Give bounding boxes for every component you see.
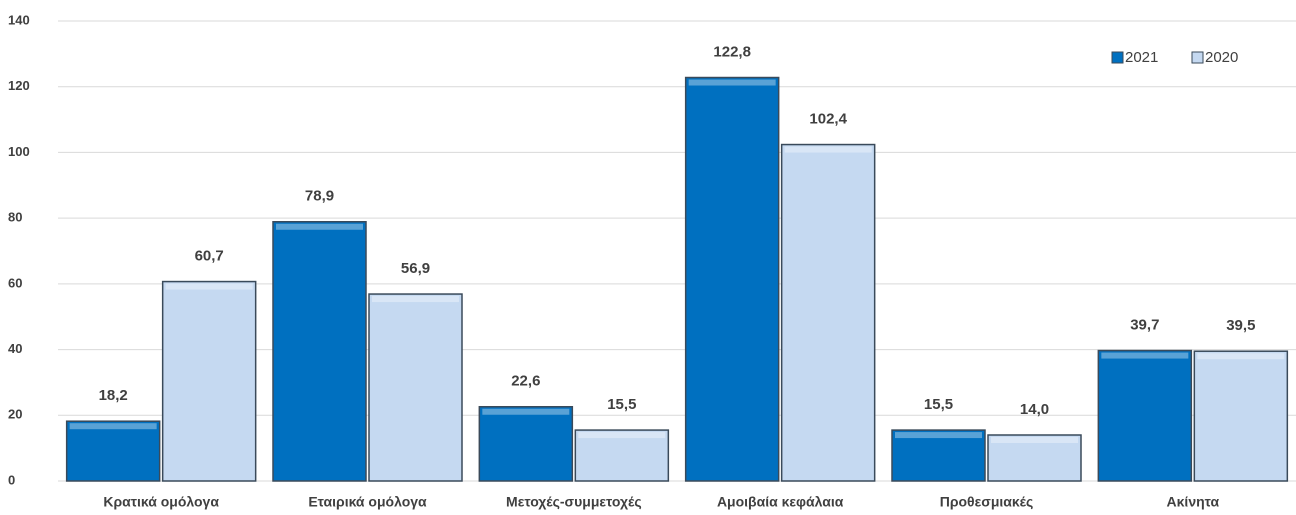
bar bbox=[574, 429, 670, 482]
bar bbox=[684, 76, 780, 482]
bar bbox=[65, 420, 161, 482]
bar-bevel bbox=[1197, 353, 1285, 360]
bar-bevel bbox=[165, 283, 253, 290]
bar bbox=[478, 405, 574, 482]
y-tick-label: 140 bbox=[8, 12, 30, 27]
bar-bevel bbox=[895, 432, 982, 439]
bar bbox=[272, 221, 367, 482]
bar bbox=[1097, 349, 1193, 482]
value-label: 15,5 bbox=[607, 396, 636, 413]
value-label: 39,5 bbox=[1226, 317, 1255, 334]
y-tick-label: 120 bbox=[8, 78, 30, 93]
legend-label: 2020 bbox=[1205, 49, 1238, 66]
value-label: 122,8 bbox=[713, 43, 751, 60]
x-tick-label: Μετοχές-συμμετοχές bbox=[506, 494, 642, 510]
value-label: 15,5 bbox=[924, 396, 953, 413]
bar bbox=[891, 429, 986, 482]
bar bbox=[1193, 350, 1289, 482]
value-label: 39,7 bbox=[1130, 317, 1159, 334]
y-tick-label: 60 bbox=[8, 275, 22, 290]
value-label: 78,9 bbox=[305, 188, 334, 205]
legend-swatch bbox=[1111, 51, 1124, 64]
value-label: 102,4 bbox=[809, 111, 847, 128]
bar-bevel bbox=[276, 223, 363, 230]
y-tick-label: 80 bbox=[8, 210, 22, 225]
bar bbox=[368, 293, 463, 482]
x-tick-label: Ακίνητα bbox=[1167, 494, 1220, 510]
value-label: 22,6 bbox=[511, 373, 540, 390]
value-label: 14,0 bbox=[1020, 401, 1049, 418]
legend-swatch bbox=[1191, 51, 1204, 64]
y-tick-label: 20 bbox=[8, 407, 22, 422]
x-tick-label: Εταιρικά ομόλογα bbox=[308, 494, 427, 510]
x-tick-label: Κρατικά ομόλογα bbox=[103, 494, 219, 510]
bar-bevel bbox=[482, 408, 570, 415]
bar-bevel bbox=[991, 437, 1078, 443]
value-label: 60,7 bbox=[195, 248, 224, 265]
bar bbox=[780, 143, 876, 482]
bar-bevel bbox=[784, 146, 872, 153]
bar-bevel bbox=[69, 423, 157, 430]
value-label: 56,9 bbox=[401, 260, 430, 277]
bar-bevel bbox=[1101, 352, 1189, 359]
x-tick-label: Προθεσμιακές bbox=[940, 494, 1034, 510]
bar bbox=[987, 434, 1082, 482]
bar bbox=[161, 280, 257, 482]
value-label: 18,2 bbox=[99, 387, 128, 404]
bar-bevel bbox=[578, 432, 666, 439]
y-tick-label: 40 bbox=[8, 341, 22, 356]
x-tick-label: Αμοιβαία κεφάλαια bbox=[717, 494, 844, 510]
bar-bevel bbox=[688, 79, 776, 86]
bar-bevel bbox=[372, 296, 459, 303]
legend-label: 2021 bbox=[1125, 49, 1158, 66]
y-tick-label: 0 bbox=[8, 472, 15, 487]
y-tick-label: 100 bbox=[8, 144, 30, 159]
